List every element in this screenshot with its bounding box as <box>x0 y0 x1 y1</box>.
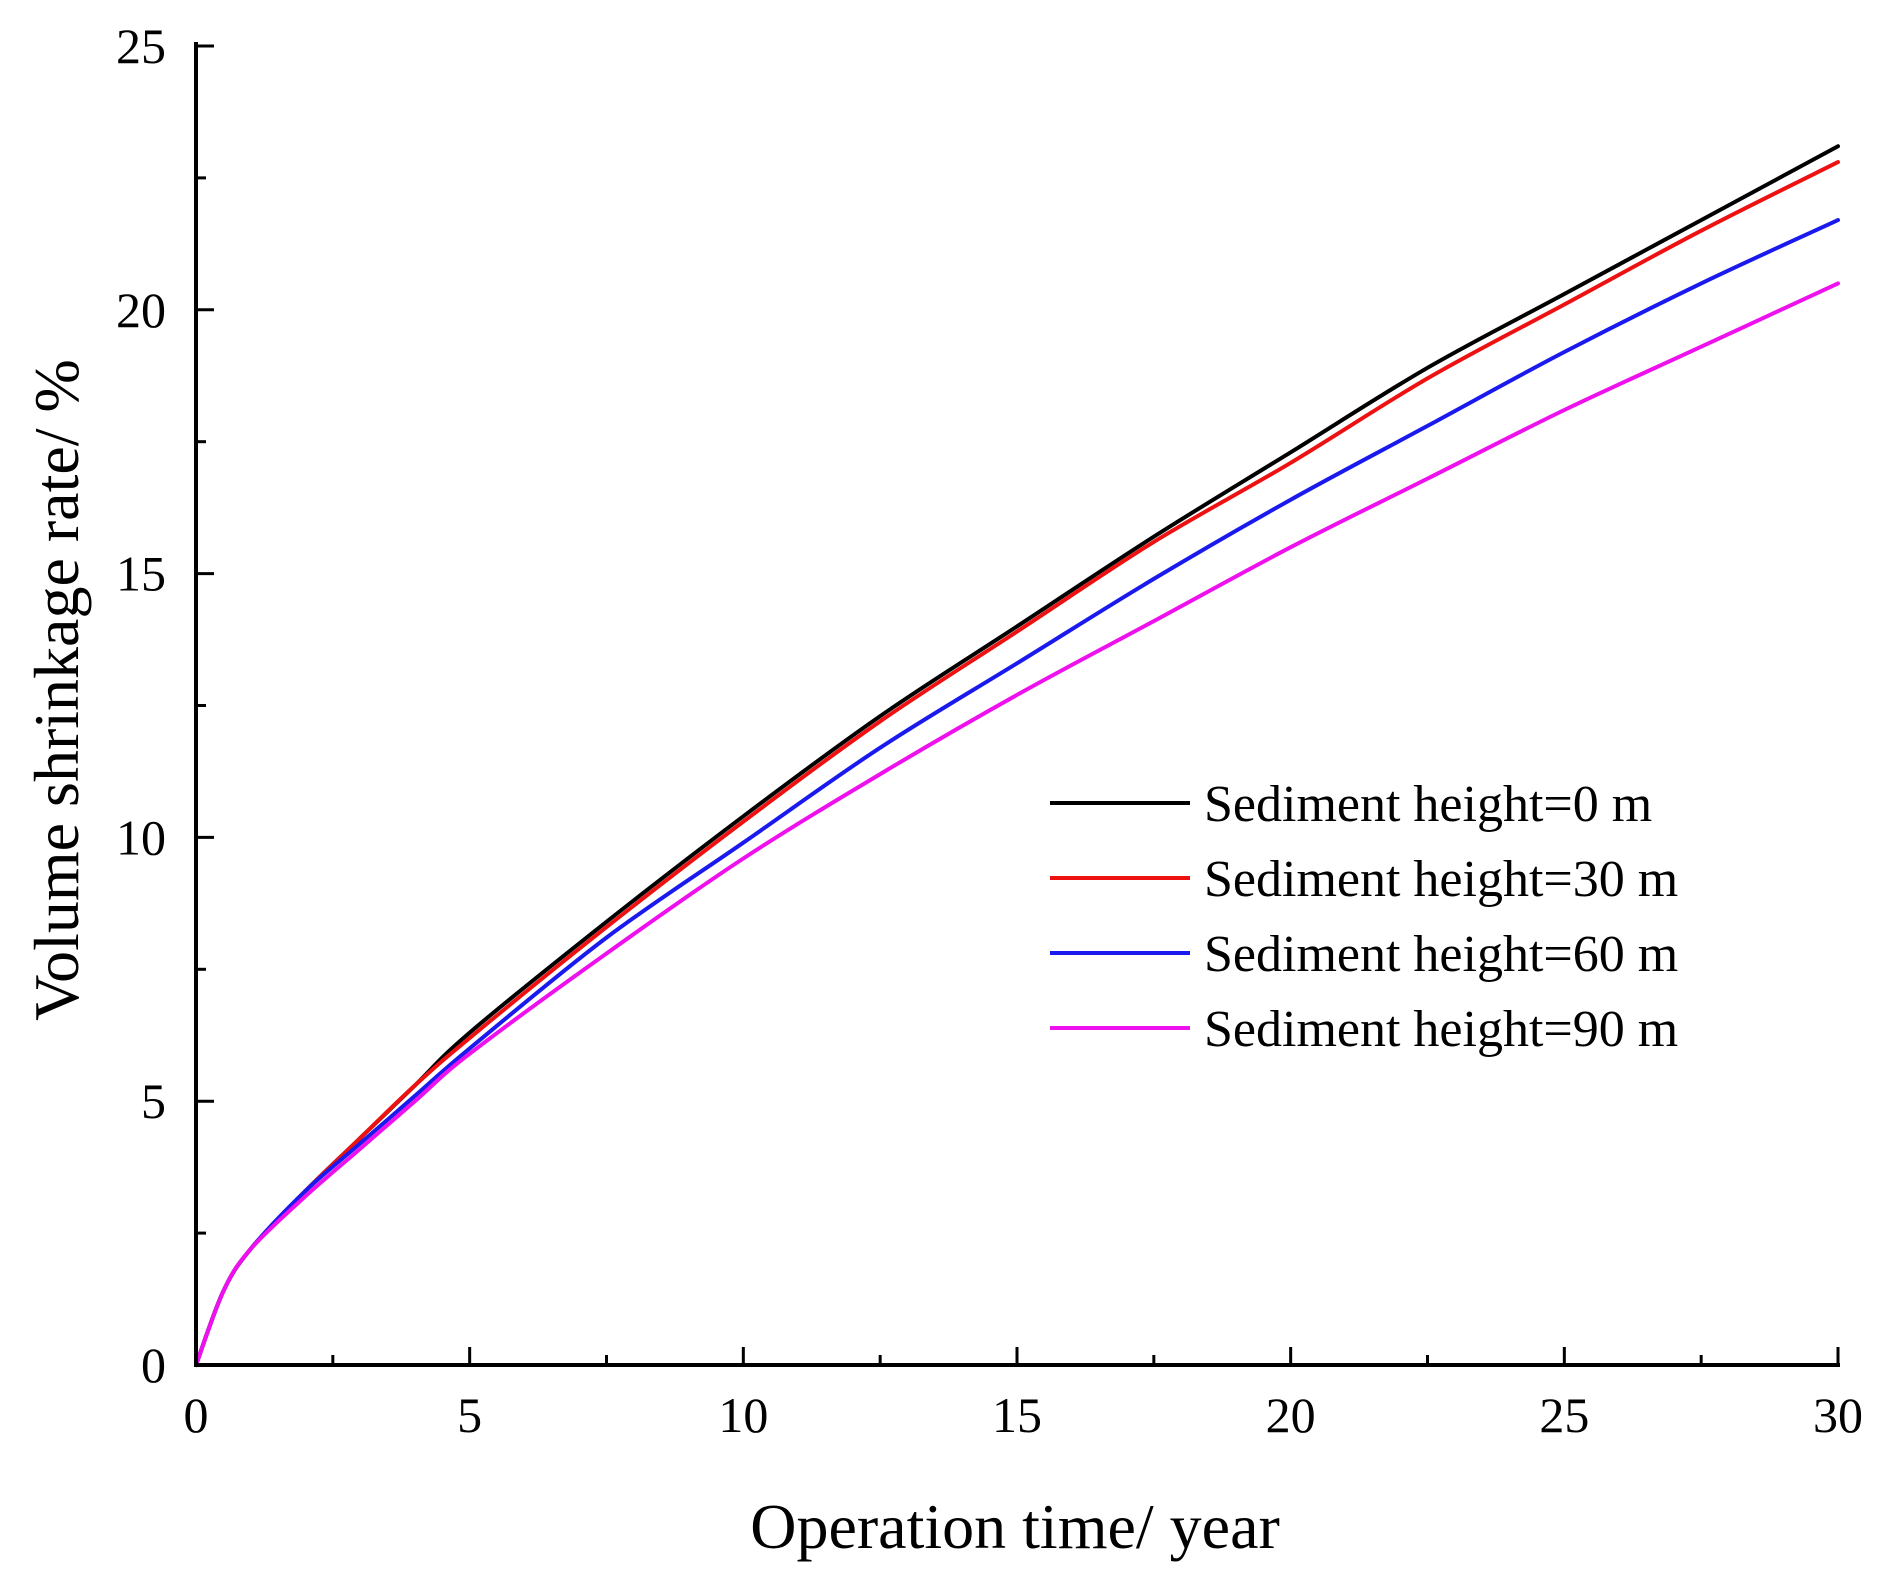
y-tick-label: 0 <box>141 1337 166 1393</box>
legend-item-1: Sediment height=0 m <box>1050 776 1652 833</box>
series-line-1 <box>194 144 1840 1367</box>
x-axis-title: Operation time/ year <box>750 1491 1280 1562</box>
x-tick-label: 30 <box>1813 1387 1863 1443</box>
x-tick-label: 25 <box>1539 1387 1589 1443</box>
series-line-2 <box>194 160 1840 1367</box>
series-layer <box>194 144 1840 1367</box>
y-tick-label: 20 <box>116 282 166 338</box>
x-tick-label: 5 <box>457 1387 482 1443</box>
legend-label: Sediment height=60 m <box>1204 926 1678 983</box>
series-line-3 <box>194 218 1840 1367</box>
ticks-layer: 0 5 10 15 20 25 30 0 5 10 15 20 25 <box>116 18 1863 1443</box>
y-tick-label: 5 <box>141 1073 166 1129</box>
x-tick-label: 10 <box>718 1387 768 1443</box>
axes-layer <box>194 42 1840 1367</box>
y-tick-label: 25 <box>116 18 166 74</box>
legend-label: Sediment height=30 m <box>1204 851 1678 908</box>
legend-label: Sediment height=0 m <box>1204 776 1652 833</box>
y-tick-label: 15 <box>116 546 166 602</box>
legend-label: Sediment height=90 m <box>1204 1001 1678 1058</box>
x-tick-label: 0 <box>184 1387 209 1443</box>
legend-item-4: Sediment height=90 m <box>1050 1001 1678 1058</box>
legend-item-3: Sediment height=60 m <box>1050 926 1678 983</box>
series-line-4 <box>194 281 1840 1367</box>
x-tick-label: 15 <box>992 1387 1042 1443</box>
legend-item-2: Sediment height=30 m <box>1050 851 1678 908</box>
y-tick-label: 10 <box>116 809 166 865</box>
x-tick-label: 20 <box>1266 1387 1316 1443</box>
y-axis-title: Volume shrinkage rate/ % <box>21 359 92 1021</box>
legend: Sediment height=0 m Sediment height=30 m S… <box>1050 776 1678 1058</box>
